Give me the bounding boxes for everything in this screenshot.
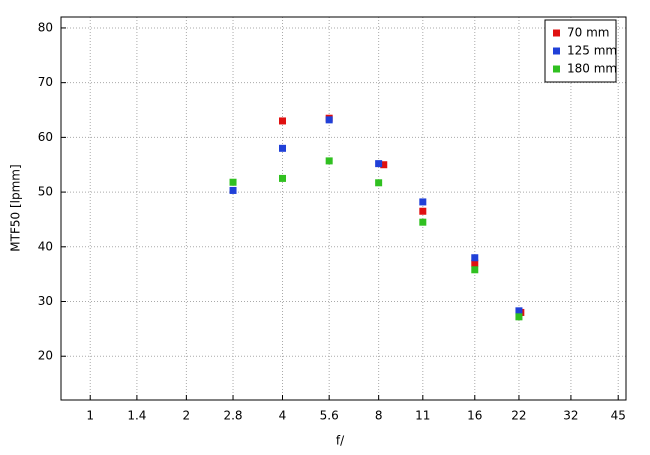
point [515, 313, 523, 321]
point [279, 144, 287, 152]
y-tick-label: 20 [38, 349, 53, 363]
point [471, 254, 479, 262]
x-tick-label: 1 [86, 409, 94, 423]
y-tick-label: 40 [38, 239, 53, 253]
point [419, 198, 427, 206]
y-tick-label: 50 [38, 185, 53, 199]
point [471, 266, 479, 274]
x-tick-label: 1.4 [127, 409, 146, 423]
point [325, 116, 333, 124]
y-axis-label: MTF50 [lpmm] [9, 164, 23, 251]
point [419, 218, 427, 226]
legend-label: 70 mm [567, 26, 609, 40]
y-tick-label: 60 [38, 130, 53, 144]
x-tick-label: 11 [415, 409, 430, 423]
point [279, 174, 287, 182]
point [325, 157, 333, 165]
point [279, 117, 287, 125]
point [229, 186, 237, 194]
point [419, 207, 427, 215]
point [375, 179, 383, 187]
x-tick-label: 5.6 [320, 409, 339, 423]
y-tick-label: 30 [38, 294, 53, 308]
plot-frame [60, 16, 627, 401]
x-tick-label: 4 [279, 409, 287, 423]
point [229, 178, 237, 186]
legend-swatch [553, 65, 560, 73]
legend-label: 180 mm [567, 62, 617, 76]
x-tick-label: 16 [467, 409, 482, 423]
legend-swatch [553, 47, 560, 55]
x-tick-label: 22 [511, 409, 526, 423]
point [471, 259, 479, 267]
point [515, 307, 523, 315]
x-tick-label: 2.8 [223, 409, 242, 423]
point [380, 161, 388, 169]
x-axis-label: f/ [336, 434, 345, 448]
y-tick-label: 80 [38, 20, 53, 34]
x-tick-label: 2 [183, 409, 191, 423]
legend-label: 125 mm [567, 44, 617, 58]
x-tick-label: 45 [611, 409, 626, 423]
y-tick-label: 70 [38, 75, 53, 89]
x-tick-label: 32 [563, 409, 578, 423]
legend-swatch [553, 29, 560, 37]
point [375, 160, 383, 168]
x-tick-label: 8 [375, 409, 383, 423]
